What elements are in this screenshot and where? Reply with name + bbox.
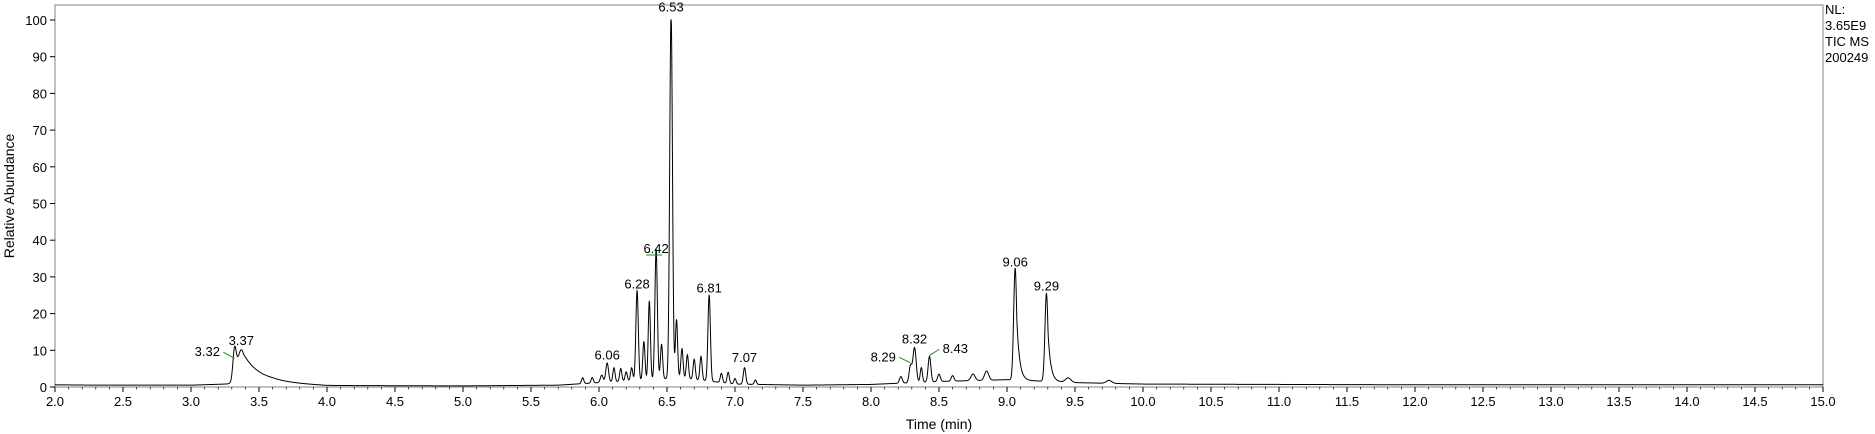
scan-filter: TIC MS <box>1825 34 1870 49</box>
x-tick-label: 4.0 <box>318 394 336 409</box>
y-tick-label: 20 <box>33 307 47 322</box>
peak-label: 8.29 <box>871 349 896 364</box>
peak-label: 8.32 <box>902 332 927 347</box>
y-tick-label: 0 <box>40 380 47 395</box>
plot-area-frame <box>54 4 1824 388</box>
x-tick-label: 11.0 <box>1267 394 1291 409</box>
y-tick-label: 80 <box>33 86 47 101</box>
x-tick-label: 14.0 <box>1674 394 1699 409</box>
x-tick-label: 9.5 <box>1066 394 1084 409</box>
y-tick-label: 100 <box>25 13 47 28</box>
acquisition-info: NL: 3.65E9 TIC MS 200249 <box>1825 2 1869 66</box>
x-tick-label: 15.0 <box>1810 394 1835 409</box>
x-axis: 2.0 2.5 3.0 3.5 4.0 4.5 5.0 5.5 6.0 6.5 7.0 7.5 8.0 8… <box>46 387 1836 409</box>
y-tick-label: 30 <box>33 270 47 285</box>
x-tick-label: 6.5 <box>658 394 676 409</box>
y-tick-label: 90 <box>33 50 47 65</box>
peak-label: 9.06 <box>1003 255 1028 270</box>
y-tick-label: 10 <box>33 343 47 358</box>
x-tick-label: 4.5 <box>386 394 404 409</box>
nl-value: 3.65E9 <box>1825 18 1867 33</box>
x-tick-label: 8.5 <box>930 394 948 409</box>
x-tick-label: 2.5 <box>114 394 132 409</box>
peak-label-leader <box>223 351 235 359</box>
peak-label: 6.06 <box>595 347 620 362</box>
x-tick-label: 3.0 <box>182 394 200 409</box>
x-tick-label: 13.0 <box>1538 394 1563 409</box>
y-axis: 0 10 20 30 40 50 60 70 80 90 100 <box>25 13 55 395</box>
y-tick-label: 40 <box>33 233 47 248</box>
y-tick-label: 60 <box>33 160 47 175</box>
peak-label: 6.81 <box>697 280 722 295</box>
x-tick-label: 12.5 <box>1470 394 1495 409</box>
tic-trace-line <box>55 19 1823 387</box>
x-tick-label: 11.5 <box>1335 394 1359 409</box>
peak-label: 9.29 <box>1034 278 1059 293</box>
x-tick-label: 6.0 <box>590 394 608 409</box>
x-tick-label: 8.0 <box>862 394 880 409</box>
nl-label: NL: <box>1825 2 1846 17</box>
x-tick-label: 2.0 <box>46 394 64 409</box>
x-tick-label: 9.0 <box>998 394 1016 409</box>
peak-label: 6.53 <box>658 0 683 15</box>
peak-label-leader <box>929 348 940 356</box>
x-tick-label: 13.5 <box>1606 394 1631 409</box>
peak-label: 3.37 <box>229 333 254 348</box>
x-tick-label: 5.5 <box>522 394 540 409</box>
x-tick-label: 10.5 <box>1198 394 1223 409</box>
y-tick-label: 70 <box>33 123 47 138</box>
x-tick-label: 12.0 <box>1402 394 1427 409</box>
x-axis-title: Time (min) <box>906 416 972 432</box>
peak-label: 6.28 <box>624 277 649 292</box>
peak-label: 6.42 <box>643 241 668 256</box>
peak-label: 8.43 <box>943 341 968 356</box>
y-tick-label: 50 <box>33 197 47 212</box>
x-tick-label: 7.0 <box>726 394 744 409</box>
peak-label: 3.32 <box>195 344 220 359</box>
x-tick-label: 3.5 <box>250 394 268 409</box>
x-tick-label: 14.5 <box>1742 394 1767 409</box>
peak-label-leader <box>899 356 911 364</box>
x-tick-label: 7.5 <box>794 394 812 409</box>
x-tick-label: 10.0 <box>1130 394 1155 409</box>
peak-label: 7.07 <box>732 350 757 365</box>
x-tick-label: 5.0 <box>454 394 472 409</box>
y-axis-title: Relative Abundance <box>1 134 17 259</box>
peak-labels: 3.32 3.37 6.06 6.28 6.42 6.53 6.81 7.07 8.29 8.32… <box>195 0 1059 365</box>
file-id: 200249 <box>1825 50 1869 65</box>
